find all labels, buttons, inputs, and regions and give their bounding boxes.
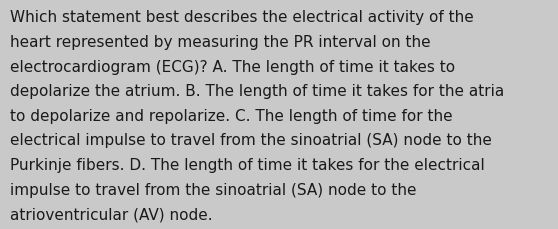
Text: Purkinje fibers. D. The length of time it takes for the electrical: Purkinje fibers. D. The length of time i… (10, 157, 485, 172)
Text: heart represented by measuring the PR interval on the: heart represented by measuring the PR in… (10, 35, 431, 50)
Text: Which statement best describes the electrical activity of the: Which statement best describes the elect… (10, 10, 474, 25)
Text: electrical impulse to travel from the sinoatrial (SA) node to the: electrical impulse to travel from the si… (10, 133, 492, 148)
Text: to depolarize and repolarize. C. The length of time for the: to depolarize and repolarize. C. The len… (10, 108, 453, 123)
Text: depolarize the atrium. B. The length of time it takes for the atria: depolarize the atrium. B. The length of … (10, 84, 504, 99)
Text: impulse to travel from the sinoatrial (SA) node to the: impulse to travel from the sinoatrial (S… (10, 182, 416, 197)
Text: electrocardiogram (ECG)? A. The length of time it takes to: electrocardiogram (ECG)? A. The length o… (10, 59, 455, 74)
Text: atrioventricular (AV) node.: atrioventricular (AV) node. (10, 206, 213, 221)
